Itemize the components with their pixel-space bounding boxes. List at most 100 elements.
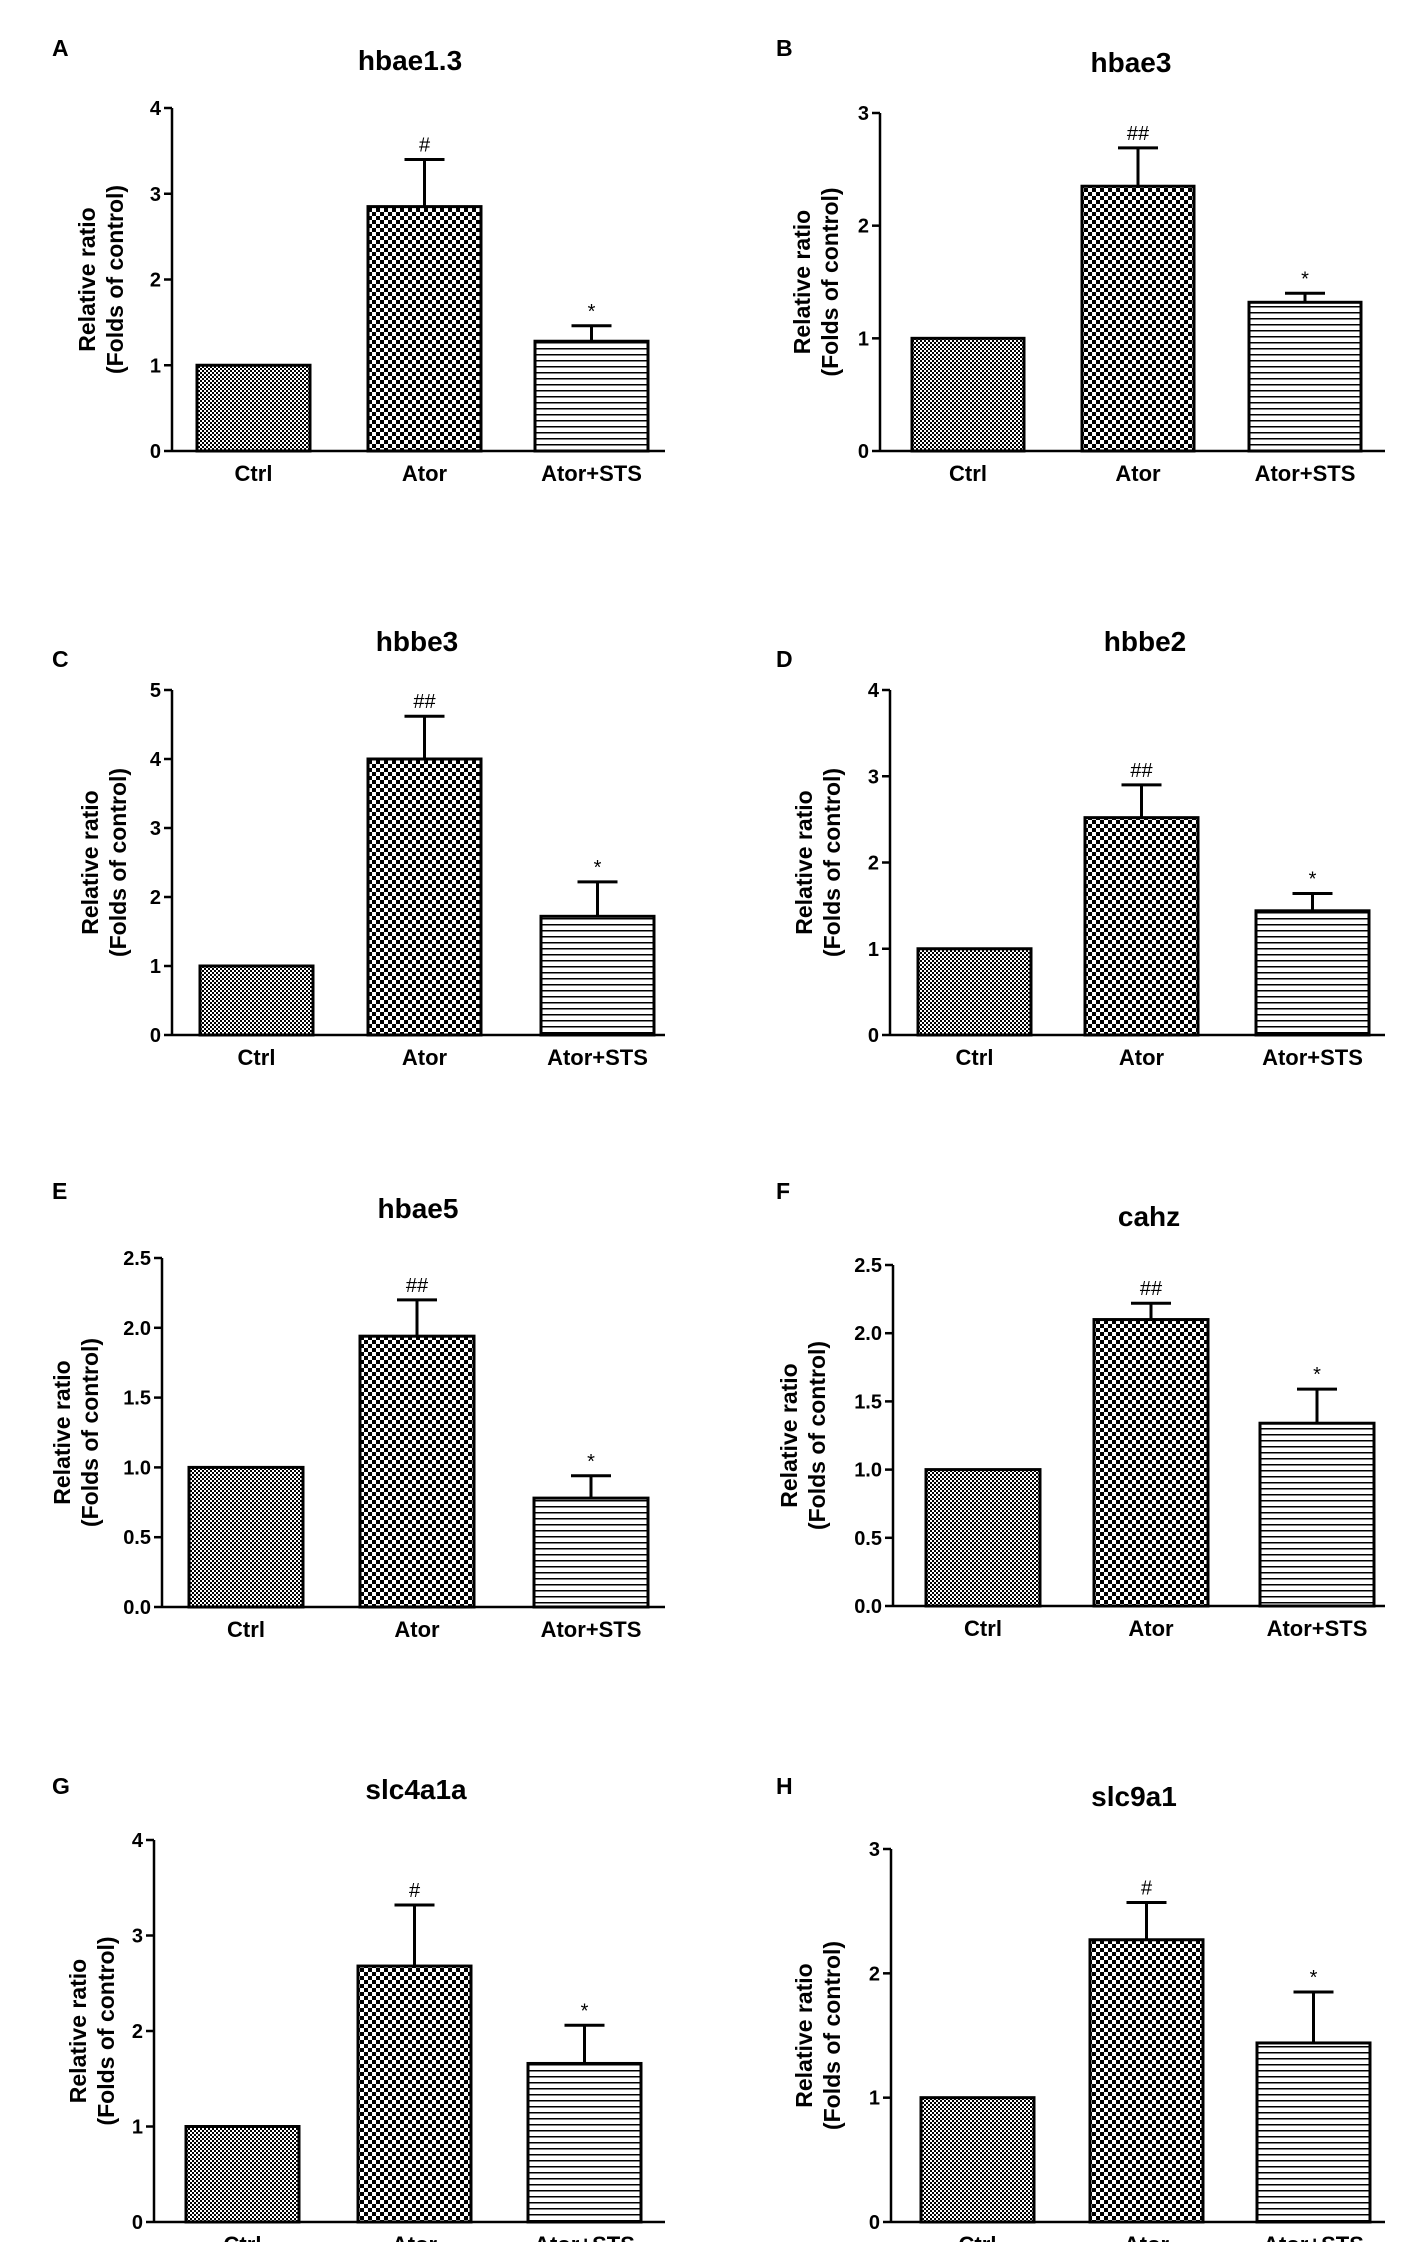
chart-title: slc9a1 (1091, 1781, 1177, 1812)
bar-ator-sts (1258, 1421, 1376, 1608)
x-category-label: Ctrl (235, 461, 273, 486)
y-tick-label: 3 (869, 1839, 880, 1861)
chart-title: hbae3 (1091, 47, 1172, 78)
x-category-label: Ator (402, 461, 448, 486)
chart-title: hbbe3 (376, 626, 458, 657)
significance-marker: # (409, 1880, 421, 1902)
chart-title: hbae5 (378, 1193, 459, 1224)
y-tick-label: 2 (869, 1963, 880, 1985)
bar-ator-sts (526, 2061, 643, 2224)
x-category-label: Ator (394, 1617, 440, 1642)
significance-marker: * (1309, 869, 1317, 891)
significance-marker: ## (1127, 123, 1150, 145)
x-category-label: Ator+STS (1267, 1616, 1368, 1641)
bar-ator (358, 1334, 476, 1609)
y-tick-label: 3 (858, 103, 869, 125)
y-axis-label-line2: (Folds of control) (819, 1941, 845, 2130)
y-tick-label: 0.5 (854, 1528, 882, 1550)
y-axis-label: Relative ratio (Folds of control) (791, 768, 845, 957)
y-tick-label: 3 (132, 1926, 143, 1948)
bar-ator (1092, 1318, 1210, 1608)
bar-ator-sts (533, 339, 650, 453)
y-axis-label-line1: Relative ratio (77, 790, 103, 934)
y-axis-label-line2: (Folds of control) (819, 768, 845, 957)
significance-marker: # (1141, 1877, 1153, 1899)
chart-title: hbae1.3 (358, 45, 462, 76)
y-tick-label: 3 (868, 766, 879, 788)
y-axis-label-line2: (Folds of control) (102, 185, 128, 374)
significance-marker: * (1301, 268, 1309, 290)
chart-title: slc4a1a (365, 1774, 467, 1805)
x-category-label: Ator+STS (541, 1617, 642, 1642)
y-axis-label-line2: (Folds of control) (93, 1936, 119, 2125)
y-tick-label: 1 (858, 328, 869, 350)
x-category-label: Ator+STS (1263, 2232, 1364, 2242)
y-axis-label: Relative ratio (Folds of control) (65, 1936, 119, 2125)
y-tick-label: 1 (869, 2088, 880, 2110)
y-tick-label: 4 (868, 680, 880, 702)
x-category-label: Ctrl (224, 2232, 262, 2242)
significance-marker: ## (1140, 1278, 1163, 1300)
y-tick-label: 2 (150, 887, 161, 909)
chart-title: hbbe2 (1104, 626, 1186, 657)
x-category-label: Ctrl (959, 2232, 997, 2242)
significance-marker: ## (1130, 760, 1153, 782)
x-category-label: Ctrl (227, 1617, 265, 1642)
bar-ator-sts (539, 914, 656, 1037)
y-tick-label: 3 (150, 818, 161, 840)
y-tick-label: 1 (150, 956, 161, 978)
y-tick-label: 0 (868, 1025, 879, 1047)
y-axis-label-line1: Relative ratio (789, 210, 815, 354)
y-tick-label: 0 (858, 441, 869, 463)
y-tick-label: 1.5 (123, 1388, 151, 1410)
bar-ctrl (184, 2125, 301, 2224)
bar-ator (356, 1964, 473, 2224)
bar-ator (1083, 816, 1200, 1037)
y-tick-label: 2.0 (123, 1318, 151, 1340)
x-category-label: Ator (1124, 2232, 1170, 2242)
y-tick-label: 0 (150, 1025, 161, 1047)
x-category-label: Ator+STS (1262, 1045, 1363, 1070)
bar-ator-sts (1255, 2041, 1372, 2224)
x-category-label: Ator (1128, 1616, 1174, 1641)
x-category-label: Ator+STS (547, 1045, 648, 1070)
bar-ator (366, 757, 483, 1037)
significance-marker: * (588, 301, 596, 323)
x-category-label: Ctrl (964, 1616, 1002, 1641)
y-tick-label: 2.5 (123, 1248, 151, 1270)
bar-ator (1080, 184, 1196, 453)
significance-marker: * (1310, 1967, 1318, 1989)
x-category-label: Ator (1115, 461, 1161, 486)
y-tick-label: 2.0 (854, 1323, 882, 1345)
panel-letter: A (52, 35, 69, 61)
y-axis-label-line1: Relative ratio (776, 1363, 802, 1507)
x-category-label: Ator+STS (1255, 461, 1356, 486)
significance-marker: ## (413, 691, 436, 713)
y-tick-label: 2.5 (854, 1255, 882, 1277)
y-tick-label: 0 (869, 2212, 880, 2234)
x-category-label: Ctrl (238, 1045, 276, 1070)
x-category-label: Ator+STS (541, 461, 642, 486)
y-axis-label: Relative ratio (Folds of control) (74, 185, 128, 374)
y-tick-label: 3 (150, 184, 161, 206)
y-tick-label: 2 (132, 2021, 143, 2043)
bar-ator-sts (1254, 909, 1371, 1037)
bar-ctrl (187, 1465, 305, 1609)
panel-letter: E (52, 1178, 67, 1204)
panel-letter: G (52, 1773, 70, 1799)
bar-ctrl (916, 947, 1033, 1037)
x-category-label: Ctrl (949, 461, 987, 486)
bar-ctrl (924, 1468, 1042, 1608)
significance-marker: ## (406, 1275, 429, 1297)
x-category-label: Ator+STS (534, 2232, 635, 2242)
y-tick-label: 5 (150, 680, 161, 702)
